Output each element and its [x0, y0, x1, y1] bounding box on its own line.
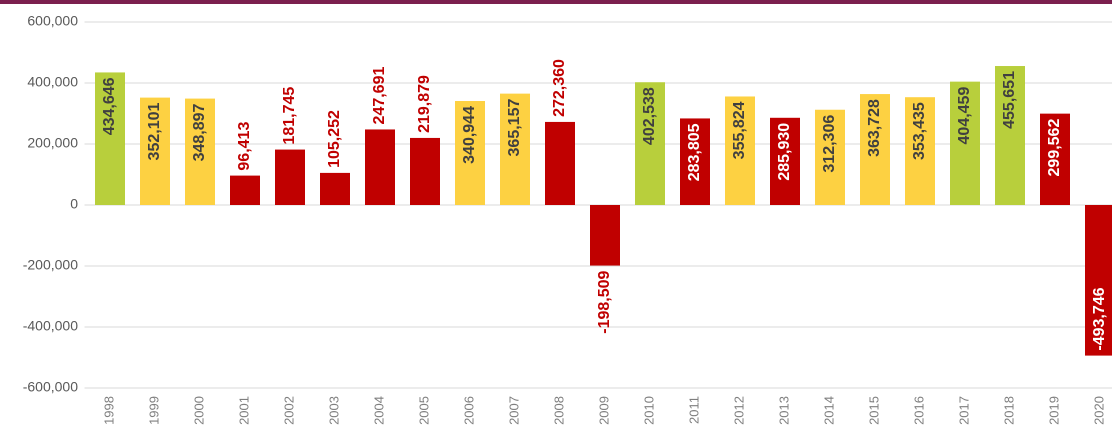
y-tick-label: 400,000	[27, 74, 78, 90]
bar	[455, 101, 485, 205]
value-label: 312,306	[821, 115, 838, 173]
y-tick-label: -400,000	[23, 318, 78, 334]
bar	[995, 66, 1025, 205]
y-tick-label: 200,000	[27, 135, 78, 151]
x-tick-label: 2003	[326, 396, 341, 425]
bar	[815, 109, 845, 205]
bar	[860, 94, 890, 205]
value-label: 365,157	[506, 99, 523, 157]
bar	[725, 96, 755, 205]
value-label: 352,101	[146, 103, 163, 161]
y-tick-label: 0	[70, 196, 78, 212]
value-label: 272,360	[551, 59, 568, 117]
value-label: 348,897	[191, 103, 208, 161]
x-tick-label: 2008	[551, 396, 566, 425]
x-tick-label: 2019	[1046, 396, 1061, 425]
bar	[545, 121, 575, 205]
y-tick-label: 600,000	[27, 13, 78, 29]
value-label: -493,746	[1091, 287, 1108, 350]
value-label: 404,459	[956, 87, 973, 145]
x-tick-label: 2000	[191, 396, 206, 425]
value-label: 285,930	[776, 123, 793, 181]
bar	[770, 117, 800, 205]
x-tick-label: 1999	[146, 396, 161, 425]
x-tick-label: 2006	[461, 396, 476, 425]
bar	[680, 118, 710, 205]
header-strip	[0, 0, 1112, 4]
x-tick-label: 2013	[776, 396, 791, 425]
bar	[365, 129, 395, 205]
x-tick-label: 2018	[1001, 396, 1016, 425]
bar	[275, 149, 305, 205]
y-tick-label: -600,000	[23, 379, 78, 395]
x-tick-label: 2002	[281, 396, 296, 425]
y-tick-label: -200,000	[23, 257, 78, 273]
x-tick-label: 2004	[371, 396, 386, 425]
bar	[140, 97, 170, 205]
bar	[905, 97, 935, 205]
value-label: 283,805	[686, 123, 703, 181]
value-label: 181,745	[281, 87, 298, 145]
value-label: 363,728	[866, 99, 883, 157]
x-tick-label: 2001	[236, 396, 251, 425]
value-label: 434,646	[101, 77, 118, 135]
value-label: 402,538	[641, 87, 658, 145]
bar	[1085, 205, 1112, 356]
x-tick-label: 2015	[866, 396, 881, 425]
bar	[320, 172, 350, 205]
bar	[410, 137, 440, 205]
x-tick-label: 2014	[821, 396, 836, 425]
value-label: 340,944	[461, 106, 478, 164]
value-label: 247,691	[371, 67, 388, 125]
value-label: 219,879	[416, 75, 433, 133]
x-tick-label: 1998	[101, 396, 116, 425]
x-tick-label: 2016	[911, 396, 926, 425]
bar	[590, 205, 620, 266]
value-label: 353,435	[911, 102, 928, 160]
bar	[185, 98, 215, 205]
bar	[635, 82, 665, 205]
x-tick-label: 2007	[506, 396, 521, 425]
value-label: 355,824	[731, 101, 748, 159]
value-label: 455,651	[1001, 71, 1018, 129]
x-tick-label: 2017	[956, 396, 971, 425]
x-tick-label: 2010	[641, 396, 656, 425]
bar	[950, 81, 980, 205]
value-label: 105,252	[326, 110, 343, 168]
bar	[500, 93, 530, 205]
value-label: 299,562	[1046, 119, 1063, 177]
bar	[230, 175, 260, 205]
x-tick-label: 2005	[416, 396, 431, 425]
x-tick-label: 2020	[1091, 396, 1106, 425]
x-tick-label: 2012	[731, 396, 746, 425]
value-label: 96,413	[236, 122, 253, 171]
x-tick-label: 2009	[596, 396, 611, 425]
value-label: -198,509	[596, 270, 613, 333]
bar	[1040, 113, 1070, 205]
x-tick-label: 2011	[686, 396, 701, 424]
bar	[95, 72, 125, 205]
